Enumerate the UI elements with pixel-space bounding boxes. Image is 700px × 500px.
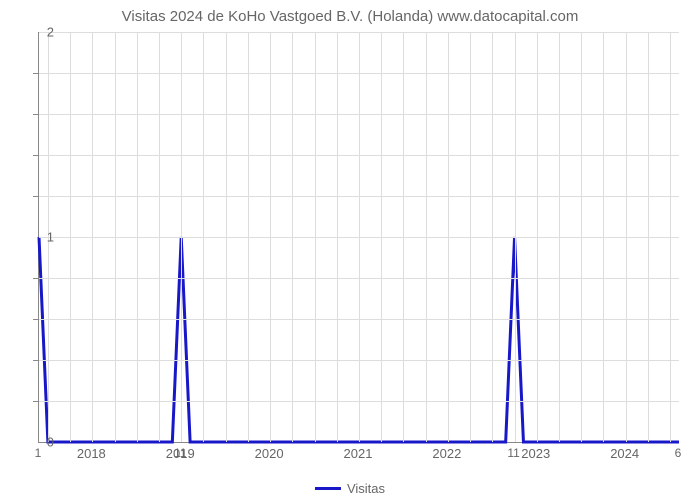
chart-title: Visitas 2024 de KoHo Vastgoed B.V. (Hola… xyxy=(0,0,700,29)
x-tick-label: 2022 xyxy=(432,446,461,461)
plot-area xyxy=(38,32,679,443)
gridline-horizontal-minor xyxy=(39,319,679,320)
y-minor-tick xyxy=(33,196,38,197)
chart-legend: Visitas xyxy=(315,481,385,496)
y-minor-tick xyxy=(33,114,38,115)
data-point-label: 11 xyxy=(174,446,186,460)
gridline-horizontal-minor xyxy=(39,73,679,74)
y-minor-tick xyxy=(33,401,38,402)
gridline-horizontal-minor xyxy=(39,401,679,402)
data-point-label: 11 xyxy=(507,446,519,460)
gridline-horizontal-minor xyxy=(39,278,679,279)
y-tick-label: 0 xyxy=(47,435,54,450)
data-point-label: 6 xyxy=(675,446,682,460)
y-minor-tick xyxy=(33,155,38,156)
gridline-horizontal-minor xyxy=(39,155,679,156)
y-tick-label: 2 xyxy=(47,25,54,40)
gridline-horizontal-minor xyxy=(39,360,679,361)
y-tick-label: 1 xyxy=(47,230,54,245)
gridline-horizontal xyxy=(39,32,679,33)
y-minor-tick xyxy=(33,73,38,74)
y-minor-tick xyxy=(33,278,38,279)
x-tick-label: 2020 xyxy=(255,446,284,461)
gridline-horizontal xyxy=(39,237,679,238)
data-point-label: 1 xyxy=(35,446,42,460)
chart-container: Visitas 2024 de KoHo Vastgoed B.V. (Hola… xyxy=(0,0,700,500)
legend-label: Visitas xyxy=(347,481,385,496)
x-tick-label: 2024 xyxy=(610,446,639,461)
gridline-horizontal-minor xyxy=(39,196,679,197)
y-minor-tick xyxy=(33,319,38,320)
gridline-horizontal-minor xyxy=(39,114,679,115)
y-minor-tick xyxy=(33,360,38,361)
x-tick-label: 2023 xyxy=(521,446,550,461)
x-tick-label: 2021 xyxy=(344,446,373,461)
legend-swatch xyxy=(315,487,341,490)
x-tick-label: 2018 xyxy=(77,446,106,461)
